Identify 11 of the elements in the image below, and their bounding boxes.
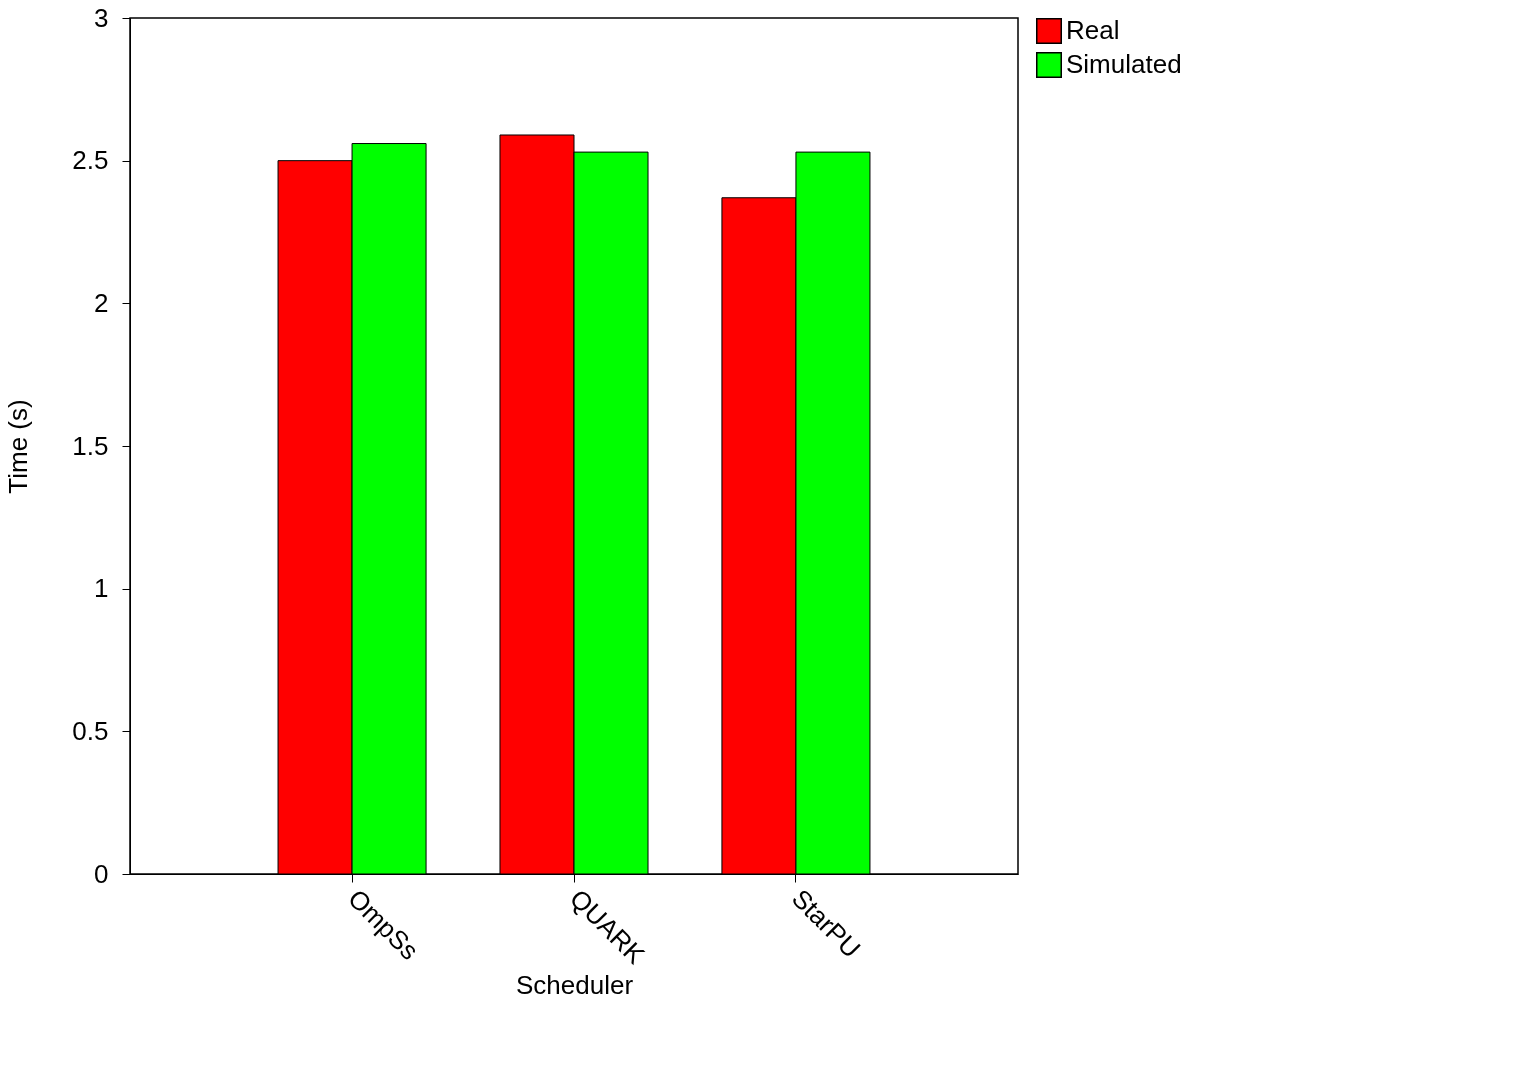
legend-label: Simulated bbox=[1066, 49, 1182, 79]
y-tick-label: 1.5 bbox=[72, 430, 109, 461]
y-tick-label: 2 bbox=[94, 287, 109, 318]
y-tick-label: 2.5 bbox=[72, 145, 109, 176]
y-tick-label: 0 bbox=[94, 858, 109, 889]
y-axis-title: Time (s) bbox=[3, 399, 34, 494]
x-axis-title: Scheduler bbox=[515, 970, 634, 1001]
legend-label: Real bbox=[1066, 15, 1120, 45]
y-tick-label: 0.5 bbox=[72, 715, 109, 746]
y-tick-label: 3 bbox=[94, 2, 109, 33]
y-tick-label: 1 bbox=[94, 573, 109, 604]
